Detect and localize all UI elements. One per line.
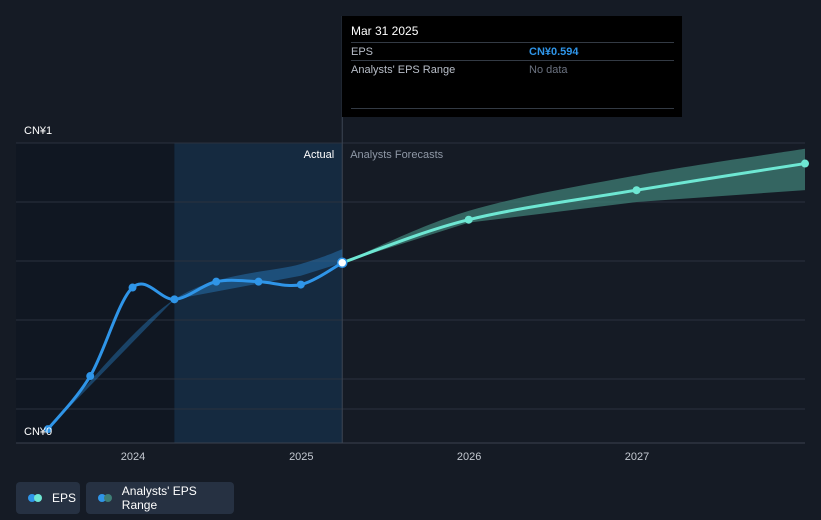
legend-eps-label: EPS	[52, 491, 77, 505]
x-tick-label: 2027	[625, 451, 649, 463]
x-tick-label: 2024	[121, 451, 145, 463]
eps-legend-icon	[28, 494, 44, 502]
gridlines	[16, 16, 805, 444]
axis-labels: CN¥1 CN¥0 2024 2025 2026 2027 Actual Analysts F…	[24, 125, 649, 463]
forecast-point	[464, 215, 473, 224]
eps-point	[212, 277, 221, 286]
legend-eps[interactable]: EPS	[16, 482, 80, 514]
tooltip: Mar 31 2025 EPS CN¥0.594 Analysts' EPS R…	[342, 16, 682, 117]
range-legend-icon	[98, 494, 114, 502]
eps-point	[170, 295, 179, 304]
tooltip-eps-label: EPS	[351, 45, 374, 58]
tooltip-eps-value: CN¥0.594	[529, 45, 579, 58]
eps-point	[296, 280, 305, 289]
y-tick-label: CN¥1	[24, 125, 52, 137]
tooltip-range-value: No data	[529, 63, 568, 76]
actual-period-highlight	[174, 143, 343, 443]
data-points	[43, 159, 809, 434]
y-tick-label: CN¥0	[24, 426, 52, 438]
eps-point	[86, 372, 95, 381]
tooltip-date: Mar 31 2025	[351, 24, 419, 38]
forecast-point	[632, 186, 641, 195]
eps-point	[336, 257, 348, 269]
tooltip-divider	[351, 108, 674, 109]
tooltip-row-range: Analysts' EPS Range No data	[351, 60, 674, 78]
forecast-region-label: Analysts Forecasts	[350, 149, 443, 161]
legend-range-label: Analysts' EPS Range	[121, 484, 197, 512]
past-period-shade	[16, 143, 175, 443]
x-tick-label: 2026	[457, 451, 481, 463]
tooltip-row-eps: EPS CN¥0.594	[351, 42, 674, 60]
past-eps-range-band	[47, 249, 343, 430]
eps-point	[43, 425, 52, 434]
range-bands	[47, 148, 805, 430]
actual-region-label: Actual	[304, 149, 335, 161]
legend-analysts-range[interactable]: Analysts' EPS Range	[86, 482, 234, 514]
x-tick-label: 2025	[289, 451, 313, 463]
tooltip-range-label: Analysts' EPS Range	[351, 63, 456, 76]
analysts-eps-range-band	[342, 148, 805, 263]
eps-point	[254, 277, 263, 286]
eps-point	[128, 283, 137, 292]
eps-forecast-line	[340, 162, 807, 265]
forecast-point	[801, 159, 809, 168]
